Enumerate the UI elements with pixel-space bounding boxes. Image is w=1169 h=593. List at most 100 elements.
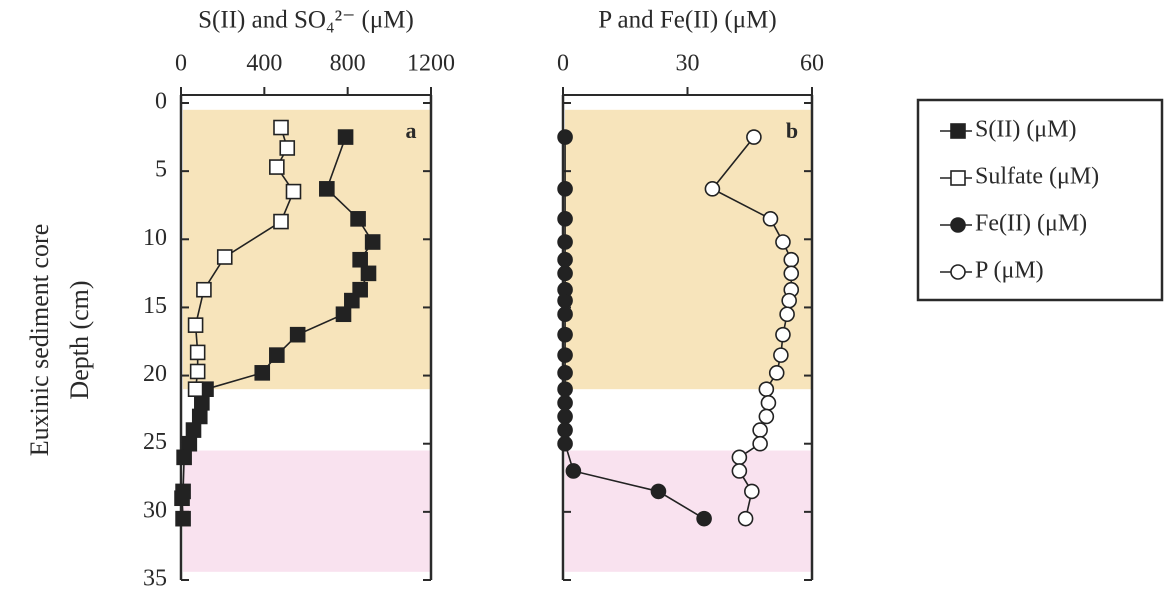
panel-label: a bbox=[406, 118, 417, 143]
data-point bbox=[194, 395, 210, 411]
data-point bbox=[279, 140, 296, 156]
legend-label: P (μM) bbox=[975, 258, 1044, 284]
data-point bbox=[189, 363, 206, 380]
data-point bbox=[557, 306, 573, 323]
data-point bbox=[273, 213, 289, 230]
data-point bbox=[269, 347, 285, 363]
data-point bbox=[181, 435, 198, 452]
data-point bbox=[273, 119, 289, 136]
data-point bbox=[360, 265, 377, 282]
data-point bbox=[285, 183, 302, 200]
legend-label: Fe(II) (μM) bbox=[975, 211, 1087, 237]
data-point bbox=[196, 281, 212, 298]
data-point bbox=[557, 381, 573, 398]
legend-marker bbox=[950, 170, 966, 186]
data-point bbox=[783, 251, 800, 268]
data-point bbox=[174, 490, 190, 507]
data-point bbox=[760, 395, 777, 411]
data-point bbox=[557, 326, 573, 343]
data-point bbox=[758, 408, 775, 425]
legend-marker bbox=[950, 217, 966, 233]
data-point bbox=[269, 159, 285, 175]
data-point bbox=[650, 483, 667, 500]
data-point bbox=[319, 181, 335, 197]
data-point bbox=[352, 251, 368, 268]
depth-band bbox=[565, 109, 812, 390]
data-point bbox=[758, 381, 775, 398]
y-tick-label: 15 bbox=[143, 293, 167, 319]
data-point bbox=[557, 211, 573, 227]
legend-label: Sulfate (μM) bbox=[975, 164, 1099, 190]
data-point bbox=[768, 365, 785, 381]
data-point bbox=[731, 449, 748, 466]
data-point bbox=[737, 510, 754, 527]
data-point bbox=[704, 181, 721, 197]
y-axis-label: Depth (cm) bbox=[65, 280, 94, 399]
data-point bbox=[187, 381, 204, 398]
y-tick-label: 5 bbox=[155, 157, 167, 183]
data-point bbox=[744, 483, 760, 500]
data-point bbox=[781, 292, 797, 309]
x-axis-label: P and Fe(II) (μM) bbox=[598, 7, 776, 34]
data-point bbox=[176, 449, 192, 466]
data-point bbox=[350, 211, 366, 227]
data-point bbox=[344, 292, 360, 309]
data-point bbox=[189, 344, 206, 361]
data-point bbox=[557, 181, 573, 197]
x-tick-label: 1200 bbox=[407, 51, 455, 77]
x-tick-label: 400 bbox=[246, 51, 282, 77]
depth-band bbox=[565, 450, 812, 572]
y-axis-label: Euxinic sediment core bbox=[25, 224, 54, 456]
data-point bbox=[773, 347, 789, 363]
data-point bbox=[775, 326, 791, 343]
data-point bbox=[746, 129, 762, 145]
data-point bbox=[752, 422, 768, 438]
y-tick-label: 25 bbox=[143, 429, 167, 455]
x-tick-label: 0 bbox=[175, 51, 187, 77]
data-point bbox=[762, 211, 779, 227]
data-point bbox=[557, 395, 573, 411]
data-point bbox=[775, 234, 791, 250]
data-point bbox=[565, 463, 582, 479]
x-tick-label: 30 bbox=[676, 51, 700, 77]
x-tick-label: 800 bbox=[330, 51, 366, 77]
y-tick-label: 0 bbox=[155, 89, 167, 115]
legend-marker bbox=[950, 123, 966, 139]
data-point bbox=[191, 408, 208, 425]
data-point bbox=[335, 306, 352, 323]
y-tick-label: 35 bbox=[143, 566, 167, 592]
data-point bbox=[731, 463, 748, 479]
data-point bbox=[557, 365, 573, 381]
data-point bbox=[696, 510, 712, 527]
y-tick-label: 30 bbox=[143, 497, 167, 523]
data-point bbox=[216, 249, 233, 265]
data-point bbox=[557, 265, 573, 282]
data-point bbox=[185, 422, 202, 438]
x-axis-label: S(II) and SO₄²⁻ (μM) bbox=[198, 7, 414, 34]
data-point bbox=[364, 234, 381, 250]
data-point bbox=[783, 265, 800, 282]
data-point bbox=[187, 317, 204, 333]
depth-band bbox=[183, 450, 431, 572]
data-point bbox=[557, 292, 573, 309]
x-tick-label: 60 bbox=[800, 51, 824, 77]
data-point bbox=[779, 306, 795, 323]
x-tick-label: 0 bbox=[557, 51, 569, 77]
data-point bbox=[557, 129, 573, 145]
legend-label: S(II) (μM) bbox=[975, 117, 1077, 143]
y-tick-label: 10 bbox=[143, 225, 167, 251]
data-point bbox=[557, 408, 573, 425]
data-point bbox=[175, 510, 191, 527]
y-tick-label: 20 bbox=[143, 361, 167, 387]
data-point bbox=[557, 435, 573, 452]
data-point bbox=[557, 251, 573, 268]
legend-marker bbox=[950, 264, 966, 280]
data-point bbox=[254, 365, 271, 381]
data-point bbox=[557, 347, 573, 363]
panel-label: b bbox=[786, 118, 798, 143]
data-point bbox=[557, 234, 573, 250]
data-point bbox=[752, 435, 768, 452]
data-point bbox=[557, 422, 573, 438]
data-point bbox=[337, 129, 354, 145]
